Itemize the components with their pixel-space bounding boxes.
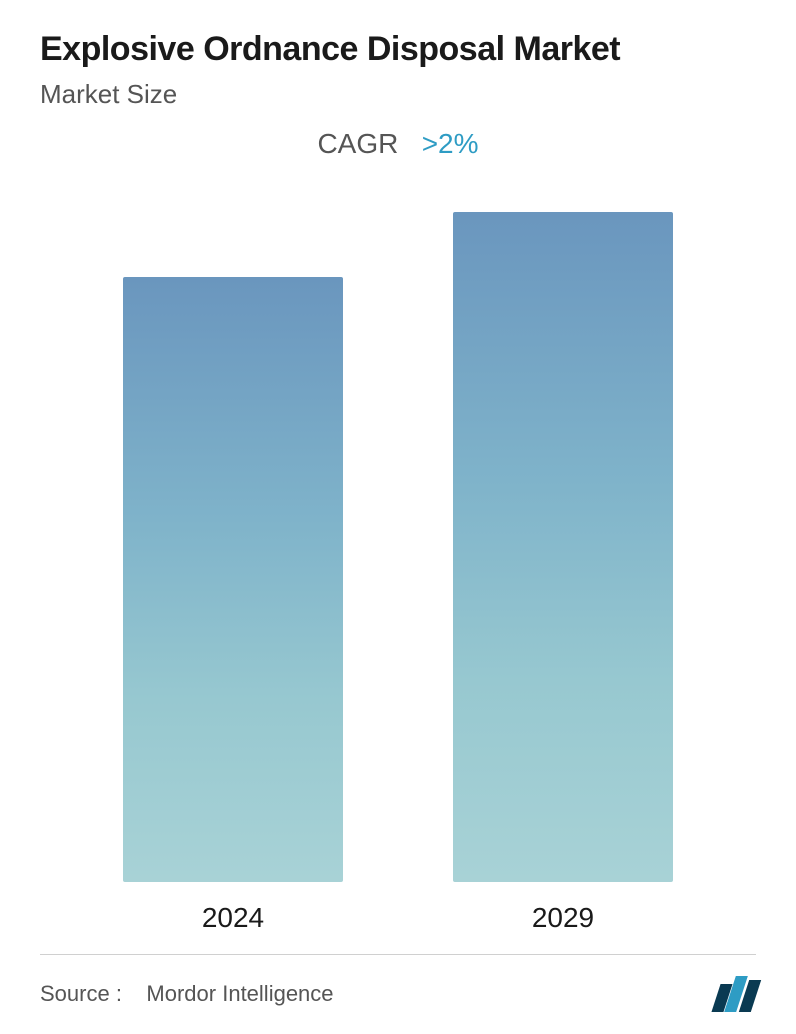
brand-logo-icon [716, 976, 756, 1012]
cagr-row: CAGR >2% [40, 128, 756, 160]
bar-group-0: 2024 [123, 277, 343, 934]
cagr-label: CAGR [317, 128, 398, 159]
bar-1 [453, 212, 673, 882]
source-text: Source : Mordor Intelligence [40, 981, 334, 1007]
bar-0 [123, 277, 343, 882]
source-value: Mordor Intelligence [146, 981, 333, 1006]
chart-title: Explosive Ordnance Disposal Market [40, 30, 756, 69]
chart-subtitle: Market Size [40, 79, 756, 110]
bar-label-1: 2029 [532, 902, 594, 934]
chart-area: 2024 2029 [40, 170, 756, 954]
source-label: Source : [40, 981, 122, 1006]
chart-container: Explosive Ordnance Disposal Market Marke… [0, 0, 796, 1034]
bar-label-0: 2024 [202, 902, 264, 934]
bar-group-1: 2029 [453, 212, 673, 934]
footer: Source : Mordor Intelligence [40, 954, 756, 1014]
cagr-value: >2% [422, 128, 479, 159]
